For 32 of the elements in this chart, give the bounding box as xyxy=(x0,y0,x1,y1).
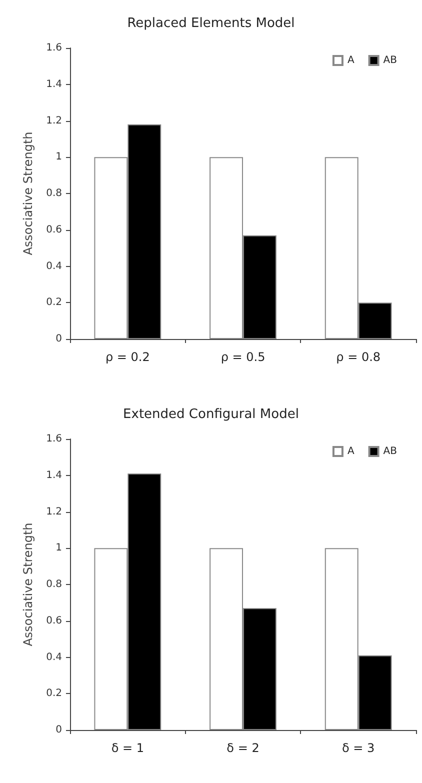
y-tick-label: 1.2 xyxy=(46,506,62,518)
x-tick-label: δ = 2 xyxy=(226,741,260,755)
y-tick-label: 0.4 xyxy=(46,652,62,663)
x-tick-label: ρ = 0.5 xyxy=(220,350,266,364)
chart-title: Replaced Elements Model xyxy=(127,16,295,31)
y-tick-label: 0.6 xyxy=(46,615,62,626)
chart-title: Extended Configural Model xyxy=(123,407,299,422)
x-tick-label: ρ = 0.2 xyxy=(105,350,150,364)
y-tick-label: 1.6 xyxy=(46,434,62,444)
y-tick-label: 0.2 xyxy=(46,688,62,700)
y-tick-label: 1.4 xyxy=(46,78,62,90)
x-tick-label: ρ = 0.8 xyxy=(336,350,381,364)
y-tick-label: 0.2 xyxy=(46,297,62,308)
x-tick-label: δ = 3 xyxy=(342,741,375,755)
y-tick-label: 1.6 xyxy=(46,42,62,54)
y-tick-label: 0.6 xyxy=(46,224,62,236)
y-tick-label: 1 xyxy=(56,542,62,554)
x-tick-label: δ = 1 xyxy=(111,741,144,755)
y-tick-label: 1.4 xyxy=(46,470,62,481)
y-tick-label: 1 xyxy=(56,152,62,163)
y-tick-label: 0.8 xyxy=(46,579,62,590)
y-tick-label: 1.2 xyxy=(46,115,62,126)
legend-label: A xyxy=(347,446,354,457)
y-axis-title: Associative Strength xyxy=(21,132,35,256)
legend-label: AB xyxy=(383,446,398,457)
legend-label: AB xyxy=(383,55,398,66)
y-tick-label: 0 xyxy=(56,724,62,736)
y-tick-label: 0.4 xyxy=(46,260,62,272)
y-tick-label: 0.8 xyxy=(46,188,62,199)
legend-label: A xyxy=(347,55,354,66)
y-axis-title: Associative Strength xyxy=(21,522,35,646)
y-tick-label: 0 xyxy=(56,334,62,344)
